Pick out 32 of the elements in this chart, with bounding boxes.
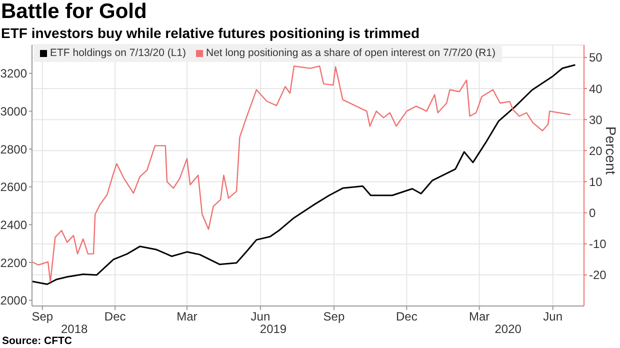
y-tick-label: 2000 — [0, 294, 28, 308]
y-tick-label: 3000 — [0, 104, 28, 118]
x2-tick-label: 2020 — [494, 322, 522, 336]
y-tick-label: 2800 — [0, 142, 28, 156]
x-tick-label: Sep — [32, 310, 54, 324]
y2-tick-label: 0 — [589, 206, 596, 220]
y2-tick-label: -10 — [589, 237, 607, 252]
source-note: Source: CFTC — [2, 335, 72, 347]
x-tick-label: Jun — [543, 310, 563, 324]
y2-tick-label: 20 — [589, 144, 603, 158]
y2-tick-label: 50 — [589, 50, 603, 65]
x-tick-label: Dec — [396, 310, 418, 324]
x2-tick-label: 2019 — [260, 322, 287, 336]
y-tick-label: 3200 — [0, 66, 28, 81]
legend-label: ETF holdings on 7/13/20 (L1) — [50, 47, 186, 59]
y-tick-label: 2200 — [0, 256, 28, 270]
y-tick-label: 2600 — [0, 180, 28, 194]
chart-title: Battle for Gold — [1, 0, 147, 24]
x-tick-label: Mar — [469, 310, 490, 324]
legend-label: Net long positioning as a share of open interest on 7/7/20 (R1) — [206, 47, 496, 59]
x2-tick-label: 2018 — [60, 322, 88, 336]
chart-subtitle: ETF investors buy while relative futures positioning is trimmed — [1, 25, 420, 41]
y2-tick-label: 30 — [589, 112, 603, 127]
x-tick-label: Jun — [250, 310, 270, 324]
x-tick-label: Sep — [323, 310, 345, 324]
y2-tick-label: -20 — [589, 268, 607, 282]
y2-tick-label: 10 — [589, 174, 603, 189]
y2-axis-title: Percent — [603, 126, 619, 175]
x-tick-label: Mar — [176, 310, 198, 324]
y-tick-label: 2400 — [0, 218, 28, 232]
x-tick-label: Dec — [104, 310, 126, 324]
y2-tick-label: 40 — [589, 82, 603, 96]
